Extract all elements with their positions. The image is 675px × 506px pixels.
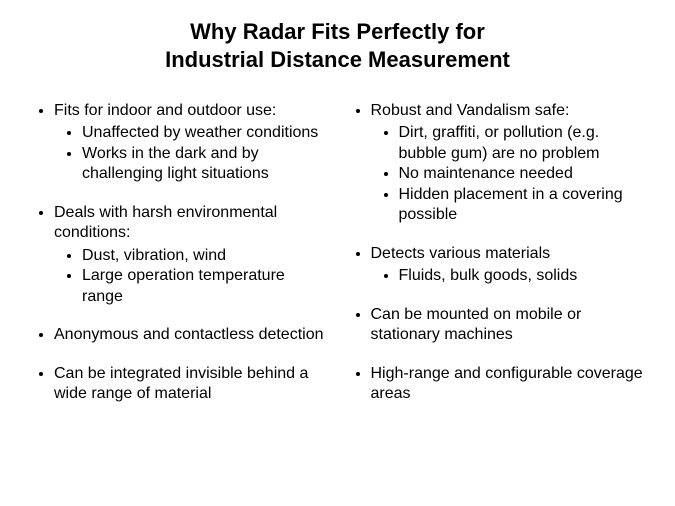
bullet-text: Robust and Vandalism safe: [371, 102, 570, 119]
left-column: Fits for indoor and outdoor use: Unaffec… [30, 101, 329, 423]
list-item: Deals with harsh environmental condition… [54, 203, 329, 307]
left-bullet-list: Fits for indoor and outdoor use: Unaffec… [30, 101, 329, 405]
list-item: Works in the dark and by challenging lig… [82, 144, 329, 185]
list-item: Large operation temperature range [82, 266, 329, 307]
list-item: Dust, vibration, wind [82, 246, 329, 266]
title-line-2: Industrial Distance Measurement [165, 47, 510, 72]
list-item: Dirt, graffiti, or pollution (e.g. bubbl… [399, 123, 646, 164]
right-bullet-list: Robust and Vandalism safe: Dirt, graffit… [347, 101, 646, 405]
sub-list: Dust, vibration, wind Large operation te… [54, 246, 329, 307]
list-item: Detects various materials Fluids, bulk g… [371, 244, 646, 287]
list-item: Anonymous and contactless detection [54, 325, 329, 345]
list-item: Hidden placement in a covering possible [399, 185, 646, 226]
list-item: Fluids, bulk goods, solids [399, 266, 646, 286]
bullet-text: Detects various materials [371, 245, 551, 262]
page-title: Why Radar Fits Perfectly for Industrial … [30, 18, 645, 73]
list-item: Can be integrated invisible behind a wid… [54, 364, 329, 405]
sub-list: Fluids, bulk goods, solids [371, 266, 646, 286]
bullet-text: Fits for indoor and outdoor use: [54, 102, 276, 119]
bullet-text: Deals with harsh environmental condition… [54, 204, 277, 241]
list-item: No maintenance needed [399, 164, 646, 184]
sub-list: Unaffected by weather conditions Works i… [54, 123, 329, 184]
list-item: Unaffected by weather conditions [82, 123, 329, 143]
list-item: Fits for indoor and outdoor use: Unaffec… [54, 101, 329, 185]
right-column: Robust and Vandalism safe: Dirt, graffit… [347, 101, 646, 423]
list-item: Robust and Vandalism safe: Dirt, graffit… [371, 101, 646, 226]
content-columns: Fits for indoor and outdoor use: Unaffec… [30, 101, 645, 423]
list-item: Can be mounted on mobile or stationary m… [371, 305, 646, 346]
list-item: High-range and configurable coverage are… [371, 364, 646, 405]
title-line-1: Why Radar Fits Perfectly for [190, 19, 485, 44]
sub-list: Dirt, graffiti, or pollution (e.g. bubbl… [371, 123, 646, 225]
